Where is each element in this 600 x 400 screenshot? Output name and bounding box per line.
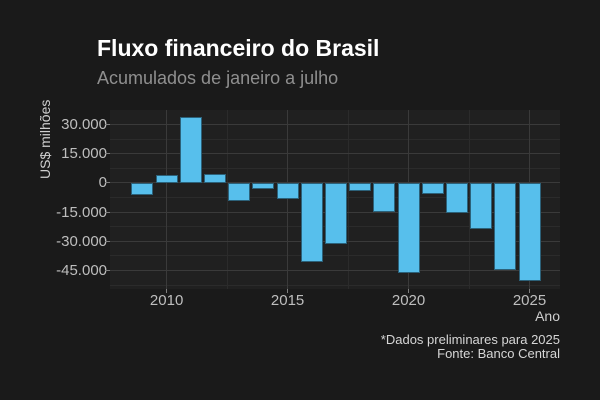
footnote-line-2: Fonte: Banco Central [437, 346, 560, 361]
gridline-minor-v [226, 110, 228, 289]
gridline-major-h [110, 124, 560, 126]
y-tick-label: -15.000 [56, 203, 107, 221]
x-tick-mark [408, 289, 410, 293]
y-tick-label: 0 [98, 174, 107, 192]
bar-2024 [494, 182, 517, 270]
y-tick-label: -30.000 [56, 232, 107, 250]
gridline-minor-h [110, 138, 560, 140]
bar-2010 [155, 175, 178, 183]
chart-title: Fluxo financeiro do Brasil [97, 35, 380, 61]
bar-2019 [373, 182, 396, 213]
bar-2015 [276, 182, 299, 199]
y-tick-label: -45.000 [56, 262, 107, 280]
y-tick-mark [105, 182, 110, 184]
chart-subtitle: Acumulados de janeiro a julho [97, 68, 339, 88]
bar-2009 [131, 182, 154, 195]
bar-2021 [421, 182, 444, 194]
x-tick-label: 2010 [149, 292, 184, 309]
bar-2022 [445, 182, 468, 214]
gridline-minor-v [468, 110, 470, 289]
bar-2011 [179, 116, 202, 183]
footnote-line-1: *Dados preliminares para 2025 [380, 332, 560, 347]
x-tick-label: 2015 [270, 292, 305, 309]
gridline-major-v [287, 110, 289, 289]
footnote: *Dados preliminares para 2025 Fonte: Ban… [381, 333, 560, 361]
gridline-major-h [110, 270, 560, 272]
bar-2023 [470, 182, 493, 229]
x-tick-mark [166, 289, 168, 293]
gridline-minor-v [347, 110, 349, 289]
y-tick-mark [105, 211, 110, 213]
y-tick-mark [105, 240, 110, 242]
gridline-minor-h [110, 255, 560, 257]
bar-2014 [252, 182, 275, 189]
x-tick-label: 2020 [391, 292, 426, 309]
y-tick-mark [105, 153, 110, 155]
gridline-minor-h [110, 284, 560, 286]
x-tick-mark [287, 289, 289, 293]
bar-2012 [204, 174, 226, 183]
bar-2025 [518, 182, 541, 282]
bar-2016 [300, 182, 323, 262]
x-axis-title: Ano [535, 308, 560, 324]
gridline-major-h [110, 153, 560, 155]
x-tick-label: 2025 [512, 292, 547, 309]
y-tick-label: 15.000 [61, 145, 107, 163]
gridline-minor-h [110, 167, 560, 169]
y-tick-mark [105, 270, 110, 272]
bar-2013 [228, 182, 251, 202]
x-tick-mark [529, 289, 531, 293]
bar-2020 [397, 182, 420, 274]
bar-2017 [324, 182, 347, 245]
y-tick-label: 30.000 [61, 116, 107, 134]
gridline-major-v [166, 110, 168, 289]
y-tick-mark [105, 124, 110, 126]
bar-2018 [349, 182, 372, 191]
